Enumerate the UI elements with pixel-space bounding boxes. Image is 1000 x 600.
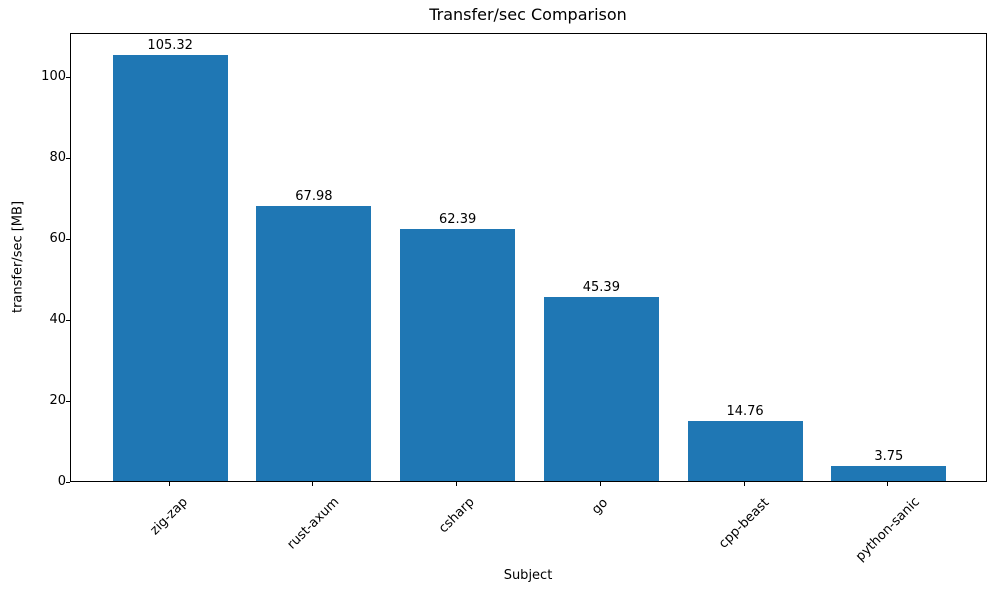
x-axis-label: Subject: [503, 568, 553, 583]
x-tick-label: csharp: [435, 494, 478, 537]
y-tick-label: 20: [49, 393, 66, 409]
y-tick: [66, 481, 70, 483]
plot-area: 105.32 67.98 62.39 45.39 14.76 3.75: [70, 33, 987, 482]
y-tick-label: 100: [41, 69, 66, 85]
y-axis-label: transfer/sec [MB]: [10, 200, 26, 314]
x-tick: [599, 482, 601, 486]
bar-value-label: 14.76: [726, 404, 764, 420]
bar: [831, 465, 947, 481]
y-tick-label: 0: [57, 474, 66, 489]
bar: [687, 421, 803, 481]
y-tick: [66, 319, 70, 321]
x-tick-label: zig-zap: [147, 494, 191, 539]
bar-value-label: 105.32: [147, 37, 193, 53]
x-tick-label: cpp-beast: [716, 494, 773, 552]
y-tick: [66, 238, 70, 240]
bar-value-label: 45.39: [582, 280, 620, 296]
x-tick: [312, 482, 314, 486]
x-tick: [887, 482, 889, 486]
x-tick-label: python-sanic: [852, 494, 923, 565]
chart-title: Transfer/sec Comparison: [429, 5, 627, 24]
bar: [543, 297, 659, 481]
x-tick-label: rust-axum: [283, 494, 342, 553]
y-tick-label: 40: [49, 312, 66, 328]
bar: [256, 206, 372, 481]
bar-value-label: 3.75: [874, 448, 904, 464]
bar-value-label: 62.39: [439, 211, 477, 227]
y-tick: [66, 400, 70, 402]
x-tick: [456, 482, 458, 486]
y-tick-label: 80: [49, 150, 66, 166]
x-tick: [743, 482, 745, 486]
bar: [400, 228, 516, 481]
x-tick: [168, 482, 170, 486]
x-tick-label: go: [589, 494, 612, 518]
bar: [112, 54, 228, 481]
y-tick: [66, 76, 70, 78]
y-tick: [66, 157, 70, 159]
y-tick-label: 60: [49, 231, 66, 247]
bar-value-label: 67.98: [295, 189, 333, 205]
